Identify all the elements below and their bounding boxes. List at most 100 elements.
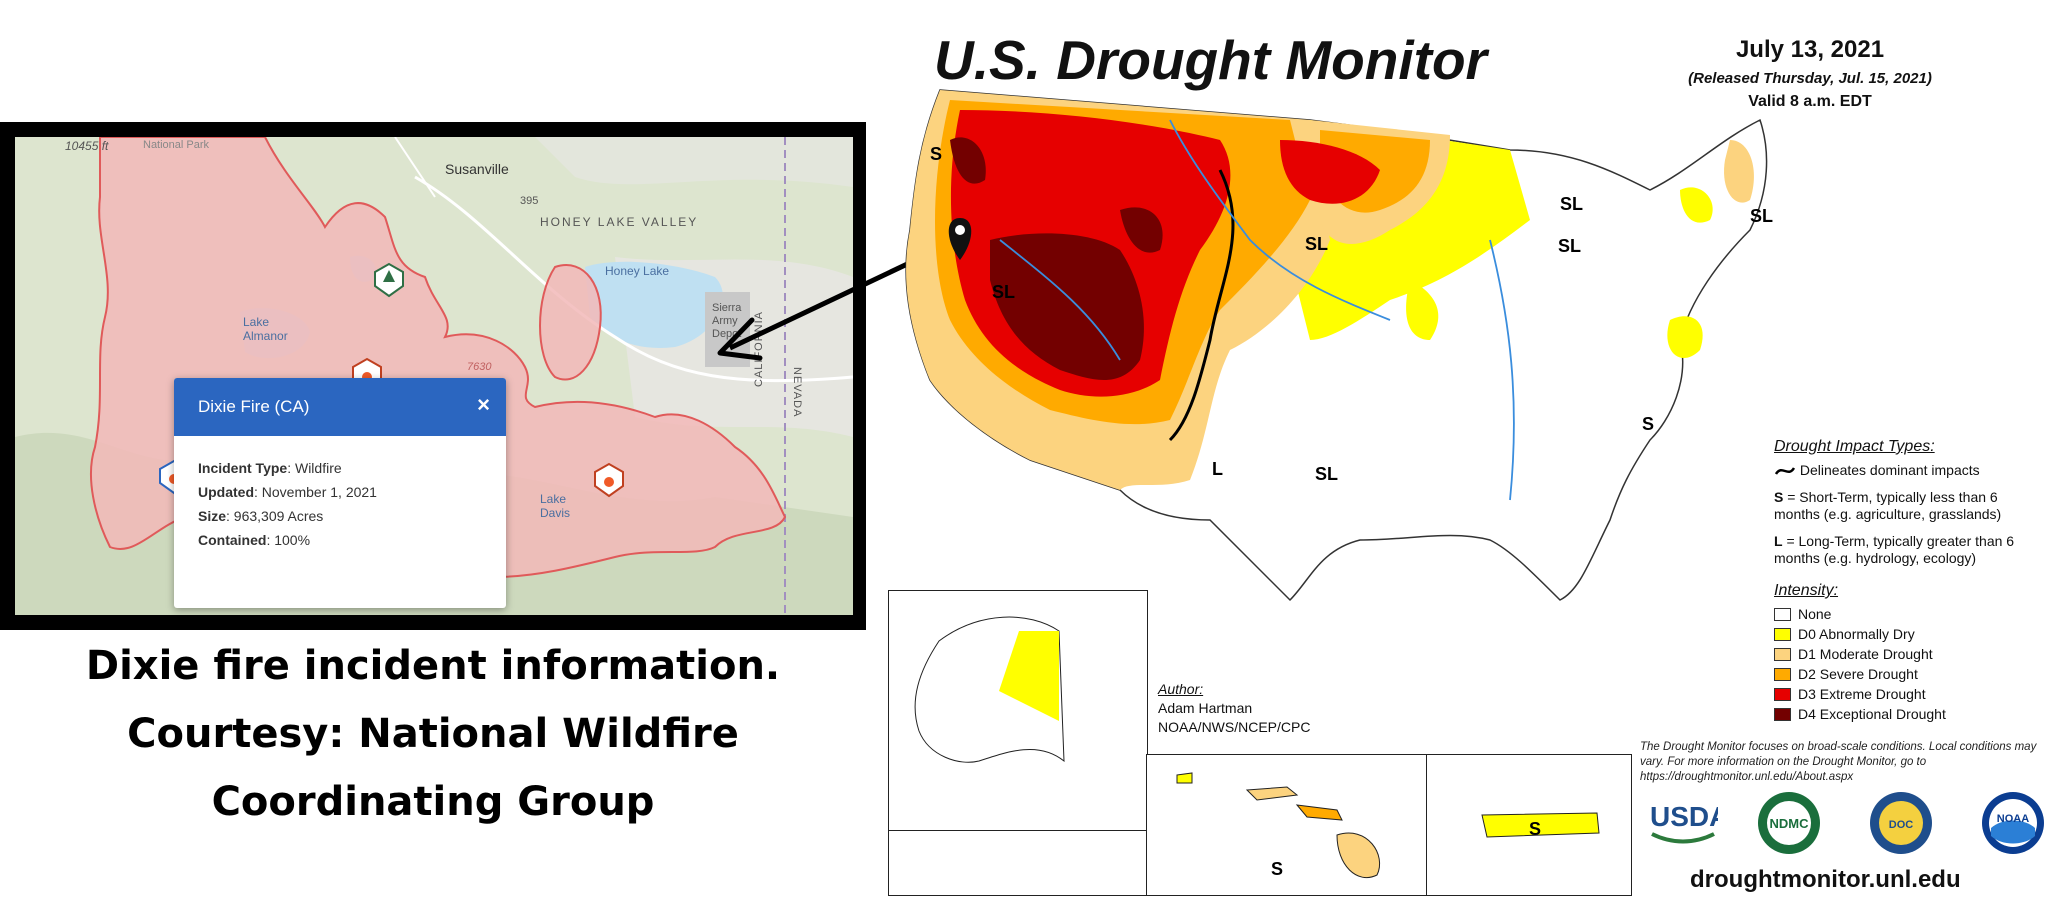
svg-text:USDA: USDA [1650,801,1718,832]
intensity-title: Intensity: [1774,582,1839,599]
intensity-legend: Intensity: None D0 Abnormally Dry D1 Moder… [1774,582,2044,724]
impact-label: S [1642,414,1654,434]
legend-swatch [1774,707,1791,721]
impact-label: SL [1558,236,1581,256]
impact-label: L [1212,459,1223,479]
us-drought-map: S SL SL SL SL SL L SL S [905,89,1773,602]
legend-swatch [1774,687,1791,701]
release-date: (Released Thursday, Jul. 15, 2021) [1688,70,1932,87]
legend-item: None [1774,604,2044,624]
impact-label: SL [1750,206,1773,226]
hawaii-map: S [1176,772,1381,879]
legend-label: D4 Exceptional Drought [1798,706,1946,722]
alaska-map [914,616,1065,763]
alaska-inset [888,590,1148,834]
impact-delineates: Delineates dominant impacts [1774,462,2044,479]
caption-line-1: Dixie fire incident information. [85,643,781,689]
d4-region [950,137,986,184]
author-name: Adam Hartman [1158,700,1253,716]
drought-monitor-date-block: July 13, 2021 (Released Thursday, Jul. 1… [1660,36,1960,111]
impact-legend: Drought Impact Types: Delineates dominan… [1774,438,2044,577]
impact-label: S [1271,859,1283,879]
legend-item: D4 Exceptional Drought [1774,704,2044,724]
contour-label: 7630 [467,361,492,373]
park-label: National Park [143,139,210,151]
ndmc-logo: NDMC [1758,792,1820,854]
lake-label-honey: Honey Lake [605,264,670,278]
impact-line-icon [1774,467,1796,476]
lake-label-almanor: Lake Almanor [243,315,288,343]
legend-swatch [1774,647,1791,661]
contained-row: Contained: 100% [198,532,311,548]
hawaii-inset: S [1146,754,1428,896]
usda-logo: USDA [1648,792,1729,854]
state-label-nevada: NEVADA [791,367,803,418]
d0-region [1680,187,1713,223]
close-icon[interactable]: × [477,392,490,417]
website-url[interactable]: droughtmonitor.unl.edu [1690,866,1961,893]
impact-label: SL [992,282,1015,302]
noaa-icon: NOAA [1989,799,2037,847]
logo-strip: USDA NDMC DOC NOAA [1648,792,2048,862]
river-lines [999,119,1515,501]
impact-title: Drought Impact Types: [1774,438,1935,455]
doc-logo: DOC [1870,792,1932,854]
popup-body: Incident Type: Wildfire Updated: Novembe… [174,436,506,572]
d4-region [990,233,1144,380]
wildfire-map-basemap [15,137,853,615]
legend-swatch [1774,607,1791,621]
legend-item: D2 Severe Drought [1774,664,2044,684]
aleutian-inset [888,830,1148,896]
valid-time: Valid 8 a.m. EDT [1748,93,1872,110]
lake-label-davis: Lake Davis [540,492,571,520]
d4-region [1120,207,1163,253]
author-block: Author: Adam Hartman NOAA/NWS/NCEP/CPC [1158,680,1310,737]
ndmc-icon: NDMC [1767,801,1811,845]
wildfire-map[interactable]: 10455 ft National Park Susanville 395 HO… [15,137,853,615]
impact-label: SL [1315,464,1338,484]
impact-label: SL [1560,194,1583,214]
popup-header: Dixie Fire (CA) × [174,378,506,436]
svg-text:NOAA: NOAA [1997,813,2029,825]
impact-long-term: L = Long-Term, typically greater than 6 … [1774,533,2015,566]
caption-line-2: Courtesy: National Wildfire [127,711,739,757]
d0-region [1667,316,1703,359]
d0-region [1420,177,1500,245]
legend-swatch [1774,627,1791,641]
d0-region [1406,280,1439,340]
incident-popup: Dixie Fire (CA) × Incident Type: Wildfir… [174,378,506,608]
legend-label: D0 Abnormally Dry [1798,626,1915,642]
puerto-rico-inset: S [1426,754,1632,896]
legend-label: D2 Severe Drought [1798,666,1918,682]
elevation-label: 10455 ft [65,139,109,153]
d3-region [1280,140,1380,204]
legend-label: D1 Moderate Drought [1798,646,1933,662]
caption: Dixie fire incident information. Courtes… [0,632,866,836]
legend-item: D0 Abnormally Dry [1774,624,2044,644]
town-label-susanville: Susanville [445,161,509,177]
caption-line-3: Coordinating Group [211,779,655,825]
updated-row: Updated: November 1, 2021 [198,484,377,500]
legend-item: D1 Moderate Drought [1774,644,2044,664]
impact-label: S [1529,819,1541,839]
impact-short-term: S = Short-Term, typically less than 6 mo… [1774,489,2002,522]
impact-label: SL [1305,234,1328,254]
author-title: Author: [1158,681,1204,697]
d3-region [1100,166,1170,202]
highway-label: 395 [520,195,539,207]
d1-region [1724,140,1754,203]
valley-label: HONEY LAKE VALLEY [540,215,699,229]
legend-item: D3 Extreme Drought [1774,684,2044,704]
location-pin-icon [948,218,972,260]
svg-text:DOC: DOC [1889,819,1914,831]
map-date: July 13, 2021 [1735,36,1885,63]
legend-label: D3 Extreme Drought [1798,686,1926,702]
noaa-logo: NOAA [1982,792,2044,854]
drought-monitor-title: U.S. Drought Monitor [934,29,1487,91]
incident-type-row: Incident Type: Wildfire [198,460,342,476]
wildfire-map-frame: 10455 ft National Park Susanville 395 HO… [0,122,866,630]
impact-label: S [930,144,942,164]
popup-title: Dixie Fire (CA) [198,397,310,416]
disclaimer-note: The Drought Monitor focuses on broad-sca… [1640,741,2037,783]
svg-text:NDMC: NDMC [1770,816,1810,831]
